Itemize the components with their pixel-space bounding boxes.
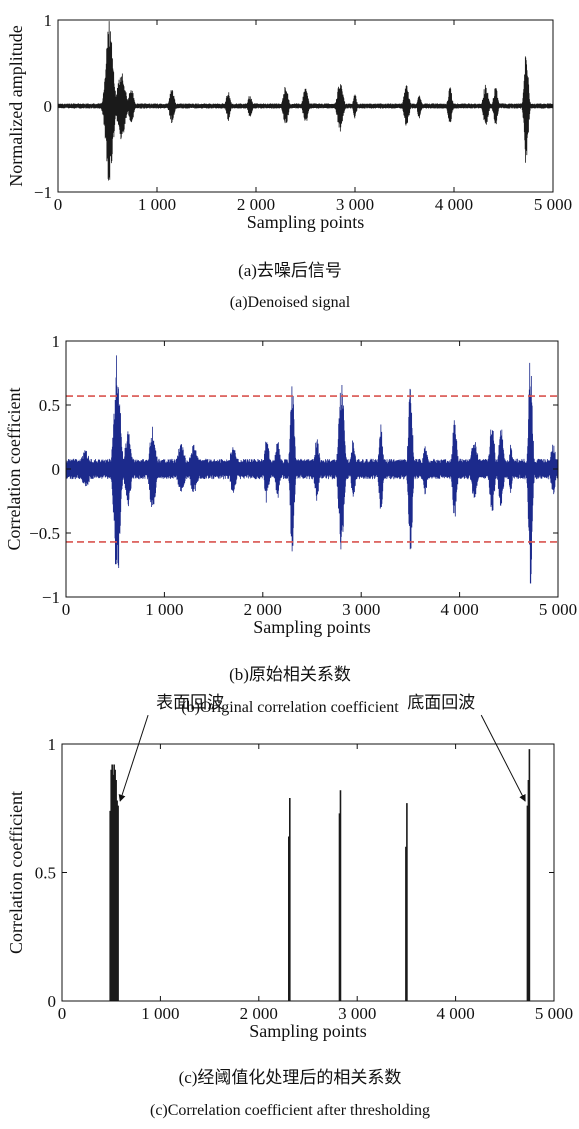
chart-original-correlation: 0 1 000 2 000 3 000 4 000 5 000 −1 −0.5 0 0.5 1 Sam… bbox=[4, 332, 577, 637]
x-tick-label-2: 2 000 bbox=[240, 1004, 278, 1023]
x-tick-label-0: 0 bbox=[62, 600, 71, 619]
x-tick-label-3: 3 000 bbox=[342, 600, 380, 619]
x-tick-label-0: 0 bbox=[54, 195, 63, 214]
x-axis-label: Sampling points bbox=[249, 1021, 367, 1041]
y-tick-label-1: 0 bbox=[44, 97, 53, 116]
x-tick-label-3: 3 000 bbox=[336, 195, 374, 214]
y-tick-label-1: −0.5 bbox=[29, 524, 60, 543]
signal-line bbox=[58, 21, 553, 181]
y-tick-label-0: −1 bbox=[34, 183, 52, 202]
y-tick-label-0: 0 bbox=[48, 992, 57, 1011]
y-tick-label-2: 1 bbox=[48, 735, 57, 754]
y-tick-label-1: 0.5 bbox=[35, 864, 56, 883]
y-axis-label: Correlation coefficient bbox=[6, 791, 26, 954]
x-tick-label-1: 1 000 bbox=[141, 1004, 179, 1023]
signal-line bbox=[66, 355, 558, 584]
caption-b-en: (b)Original correlation coefficient bbox=[181, 699, 399, 716]
x-tick-label-2: 2 000 bbox=[237, 195, 275, 214]
x-tick-label-1: 1 000 bbox=[145, 600, 183, 619]
annotation-label-0: 表面回波 bbox=[156, 693, 224, 712]
x-tick-label-0: 0 bbox=[58, 1004, 67, 1023]
x-axis-label: Sampling points bbox=[253, 617, 371, 637]
series bbox=[109, 749, 531, 1001]
plot-frame bbox=[61, 743, 555, 1002]
x-tick-label-2: 2 000 bbox=[244, 600, 282, 619]
series bbox=[66, 355, 558, 584]
series bbox=[58, 21, 553, 181]
x-tick-label-5: 5 000 bbox=[534, 195, 572, 214]
x-tick-label-4: 4 000 bbox=[436, 1004, 474, 1023]
y-axis-label: Correlation coefficient bbox=[4, 387, 24, 550]
caption-c-cn: (c)经阈值化处理后的相关系数 bbox=[179, 1068, 402, 1087]
caption-b-cn: (b)原始相关系数 bbox=[229, 665, 351, 684]
y-tick-label-4: 1 bbox=[52, 332, 61, 351]
y-tick-label-3: 0.5 bbox=[39, 396, 60, 415]
x-tick-label-4: 4 000 bbox=[440, 600, 478, 619]
y-tick-label-2: 0 bbox=[52, 460, 61, 479]
y-tick-label-2: 1 bbox=[44, 11, 53, 30]
chart-thresholded-correlation: 0 1 000 2 000 3 000 4 000 5 000 0 0.5 1 Sampling … bbox=[6, 693, 573, 1041]
x-tick-label-5: 5 000 bbox=[539, 600, 577, 619]
caption-a-en: (a)Denoised signal bbox=[230, 294, 351, 311]
caption-a-cn: (a)去噪后信号 bbox=[238, 261, 342, 280]
y-axis-label: Normalized amplitude bbox=[6, 25, 26, 186]
x-tick-label-4: 4 000 bbox=[435, 195, 473, 214]
x-axis-label: Sampling points bbox=[247, 212, 365, 232]
annotation-arrow-1 bbox=[480, 714, 526, 802]
x-tick-label-5: 5 000 bbox=[535, 1004, 573, 1023]
annotation-label-1: 底面回波 bbox=[407, 693, 475, 712]
annotation-arrow-0 bbox=[118, 714, 149, 802]
y-tick-label-0: −1 bbox=[42, 588, 60, 607]
caption-c-en: (c)Correlation coefficient after thresho… bbox=[150, 1102, 430, 1119]
x-tick-label-1: 1 000 bbox=[138, 195, 176, 214]
x-tick-label-3: 3 000 bbox=[338, 1004, 376, 1023]
